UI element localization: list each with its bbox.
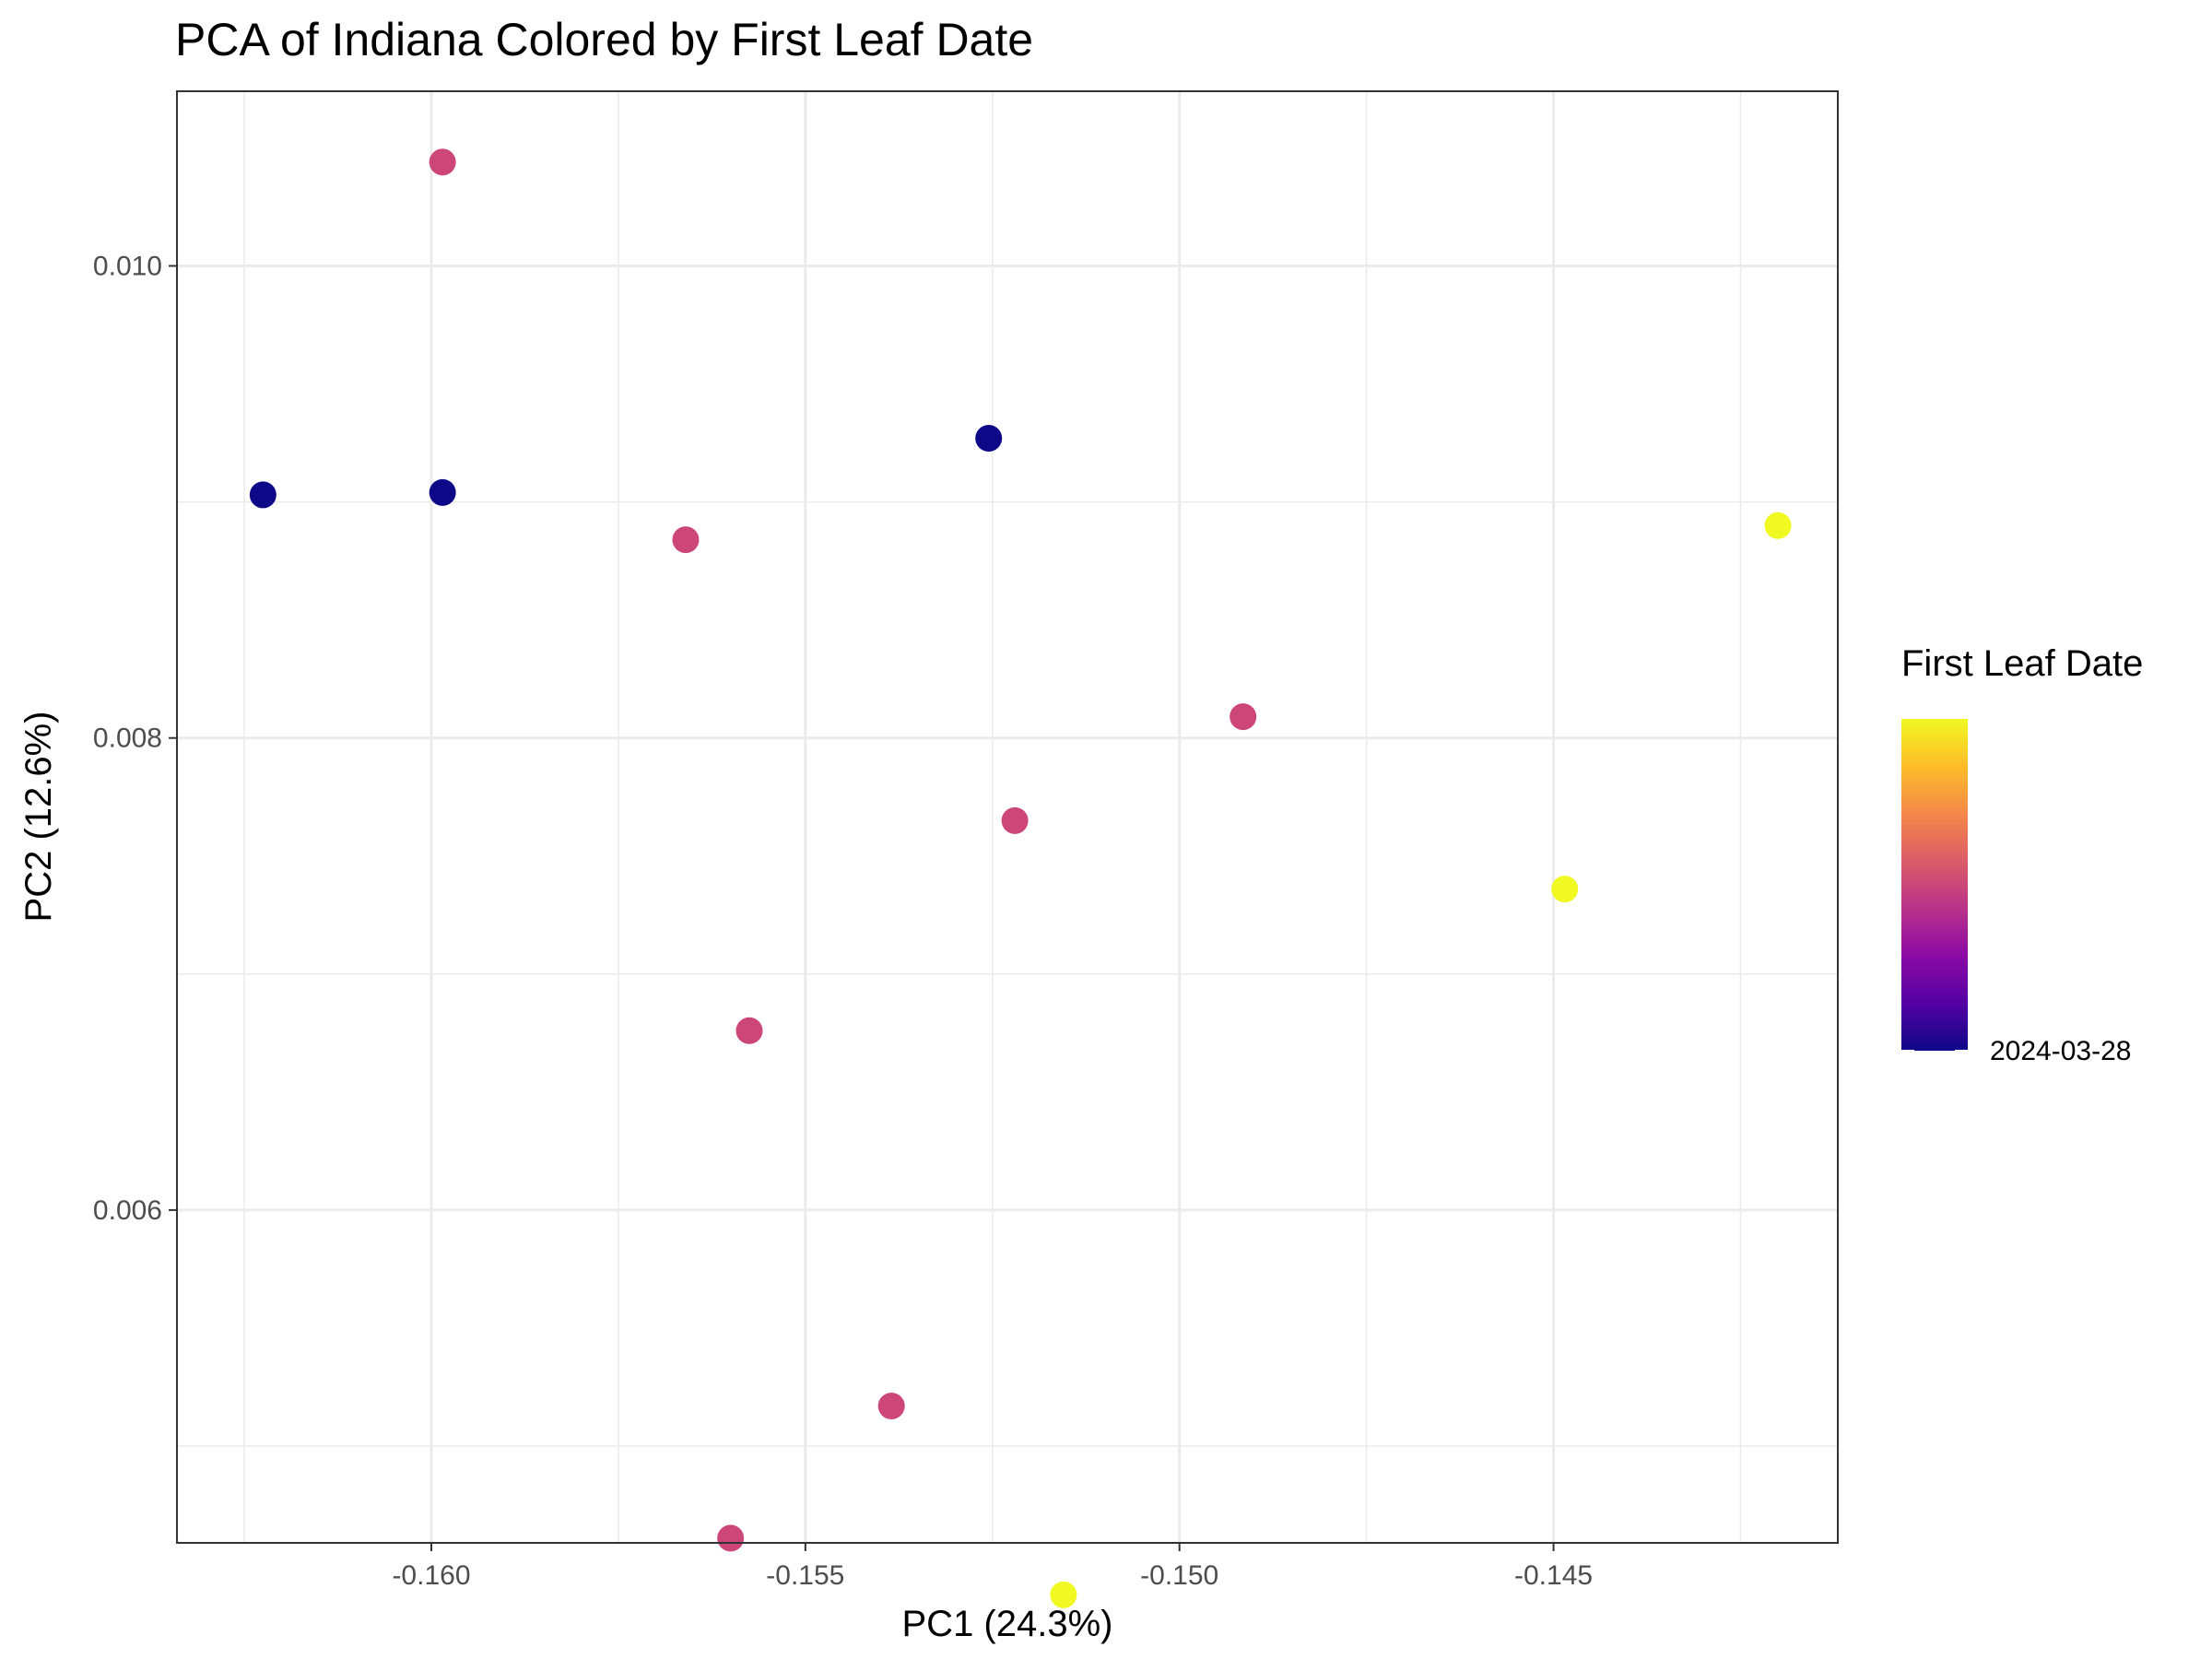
data-point [735,1017,763,1044]
data-point [1230,703,1257,731]
colorbar-ticks: 2024-03-28 [1901,1036,2131,1066]
x-tick-label: -0.160 [392,1560,470,1591]
y-axis: 0.006 0.008 0.010 [93,252,177,1226]
data-points [249,148,1792,1608]
colorbar-legend: First Leaf Date 2024-03-28 [1901,643,2143,1066]
x-tick-label: -0.150 [1140,1560,1218,1591]
data-point [717,1524,745,1552]
data-point [1050,1581,1077,1608]
y-axis-title: PC2 (12.6%) [18,712,59,923]
panel-border [176,90,1839,1544]
data-point [429,148,456,176]
x-tick-label: -0.155 [766,1560,844,1591]
plot-panel [176,90,1839,1608]
colorbar [1901,719,1968,1051]
data-point [429,478,456,506]
minor-gridlines [177,91,1838,1543]
data-point [672,526,700,554]
y-tick-label: 0.008 [93,724,162,754]
chart-title: PCA of Indiana Colored by First Leaf Dat… [175,14,1033,65]
data-point [1764,512,1792,539]
x-tick-label: -0.145 [1514,1560,1593,1591]
x-axis-title: PC1 (24.3%) [902,1604,1113,1644]
data-point [1001,806,1029,834]
x-axis: -0.160 -0.155 -0.150 -0.145 [392,1543,1593,1591]
data-point [975,424,1003,452]
major-gridlines [177,91,1838,1543]
y-tick-label: 0.010 [93,252,162,282]
legend-title: First Leaf Date [1901,643,2143,684]
data-point [1551,876,1579,903]
data-point [249,481,276,509]
colorbar-tick-label: 2024-03-28 [1990,1036,2131,1066]
y-tick-label: 0.006 [93,1195,162,1226]
data-point [877,1392,905,1419]
